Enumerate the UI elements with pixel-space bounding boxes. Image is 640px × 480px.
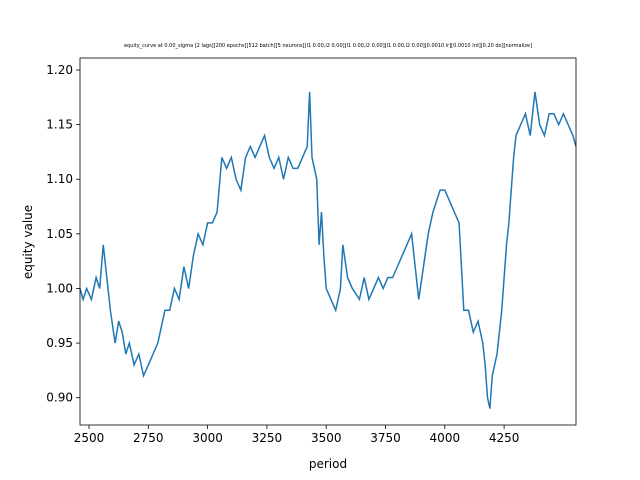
x-tick-label: 2500 [74, 431, 105, 445]
x-tick-label: 3750 [370, 431, 401, 445]
line-series [80, 91, 576, 409]
y-tick-label: 1.05 [46, 227, 73, 241]
x-tick-label: 3000 [192, 431, 223, 445]
x-tick-label: 2750 [133, 431, 164, 445]
x-tick-label: 3500 [311, 431, 342, 445]
x-tick-label: 4250 [489, 431, 520, 445]
x-tick-label: 3250 [252, 431, 283, 445]
chart-title: equity_curve at 0.00_sigma [2 lags][200 … [124, 43, 532, 49]
y-tick-label: 1.10 [46, 172, 73, 186]
y-tick-label: 0.95 [46, 336, 73, 350]
y-tick-label: 0.90 [46, 391, 73, 405]
y-tick-label: 1.20 [46, 63, 73, 77]
plot-frame [79, 57, 577, 426]
x-axis-label: period [309, 457, 347, 471]
y-axis-label: equity value [21, 205, 35, 279]
y-tick-label: 1.00 [46, 281, 73, 295]
y-tick-label: 1.15 [46, 118, 73, 132]
x-tick-label: 4000 [430, 431, 461, 445]
